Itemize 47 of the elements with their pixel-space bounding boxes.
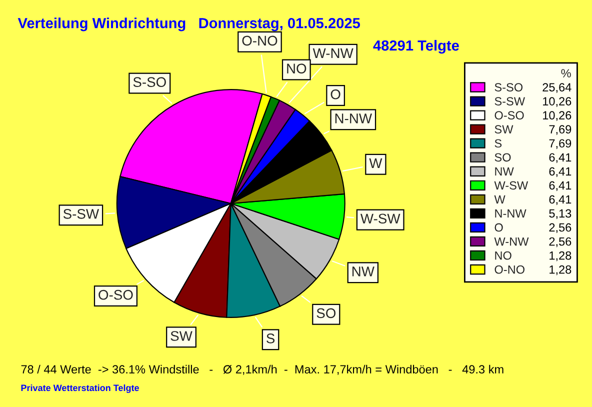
slice-label: W-SW	[360, 214, 400, 224]
legend-label: W	[494, 195, 506, 204]
chart-subtitle: 48291 Telgte	[373, 40, 459, 54]
data-label: 6,41	[549, 181, 572, 192]
data-label: 7,69	[549, 139, 572, 149]
data-label: 2,56	[549, 223, 572, 234]
data-label: 25,64	[542, 83, 572, 93]
slice-label: SO	[316, 308, 336, 318]
data-label: 6,41	[549, 195, 572, 206]
data-label: 10,26	[543, 111, 572, 121]
legend-label: S-SW	[494, 97, 525, 106]
slice-label: S	[266, 334, 275, 344]
data-label: 6,41	[549, 167, 572, 177]
legend-label: O	[494, 223, 503, 232]
data-label: 1,28	[550, 251, 572, 262]
data-label: 10,26	[543, 97, 572, 107]
legend-label: S	[494, 139, 502, 148]
slice-label: S-SW	[63, 208, 100, 219]
slice-label: SW	[170, 331, 192, 341]
slice-label: NO	[287, 64, 306, 74]
slice-label: NW	[352, 266, 374, 276]
slice-label: S-SO	[133, 77, 166, 88]
data-label: 1,28	[550, 265, 572, 276]
text: Private Wetterstation Telgte	[21, 384, 139, 393]
legend-title: %	[561, 69, 571, 78]
data-label: 2,56	[549, 237, 572, 248]
legend-label: NW	[495, 167, 514, 176]
legend-label: SW	[494, 125, 514, 134]
legend-label: W-SW	[494, 181, 528, 190]
legend-label: O-SO	[494, 111, 524, 120]
chart-title: Verteilung Windrichtung Donnerstag, 01.05.2025	[18, 18, 360, 32]
legend-label: W-NW	[494, 237, 529, 246]
slice-label: W	[369, 158, 382, 168]
legend-label: O-NO	[494, 265, 524, 274]
slice-label: O	[330, 89, 340, 100]
slice-label: N-NW	[335, 114, 372, 124]
slice-label: O-NO	[242, 36, 278, 46]
legend-label: S-SO	[494, 83, 523, 92]
slice-label: W-NW	[312, 48, 354, 58]
data-label: 7,69	[549, 125, 572, 135]
data-label: 5,13	[549, 209, 572, 220]
slice-label: O-SO	[98, 290, 133, 300]
legend-label: N-NW	[495, 209, 526, 218]
legend-label: NO	[495, 251, 512, 260]
text: 78 / 44 Werte -> 36.1% Windstille - Ø 2,1km/h - Max. 17,7km/h = Windböen - 49.3 km	[21, 364, 504, 375]
legend-label: SO	[494, 153, 511, 162]
data-label: 6,41	[549, 153, 572, 163]
